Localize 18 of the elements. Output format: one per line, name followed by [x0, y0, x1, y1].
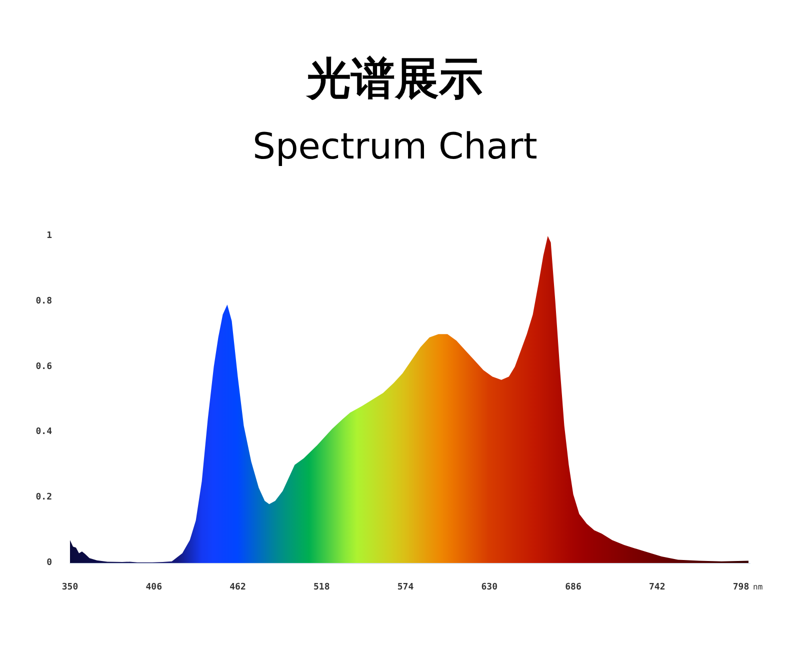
y-tick-label: 0.8: [36, 296, 52, 306]
y-tick-label: 0: [46, 558, 52, 568]
x-axis-title: nm: [753, 582, 763, 592]
x-tick-label: 630: [481, 582, 498, 592]
x-tick-label: 462: [230, 582, 246, 592]
y-tick-label: 0.6: [36, 362, 52, 372]
y-tick-label: 1: [46, 231, 52, 241]
x-tick-label: 742: [649, 582, 666, 592]
x-tick-label: 518: [313, 582, 330, 592]
x-tick-label: 350: [62, 582, 78, 592]
y-tick-label: 0.4: [36, 427, 53, 438]
chart-title: 光谱展示: [305, 54, 483, 104]
x-tick-label: 798: [732, 582, 750, 592]
x-tick-label: 686: [565, 582, 582, 592]
x-tick-label: 406: [146, 582, 162, 592]
x-tick-label: 574: [397, 582, 414, 592]
y-tick-label: 0.2: [36, 492, 52, 503]
chart-subtitle: Spectrum Chart: [252, 126, 538, 168]
